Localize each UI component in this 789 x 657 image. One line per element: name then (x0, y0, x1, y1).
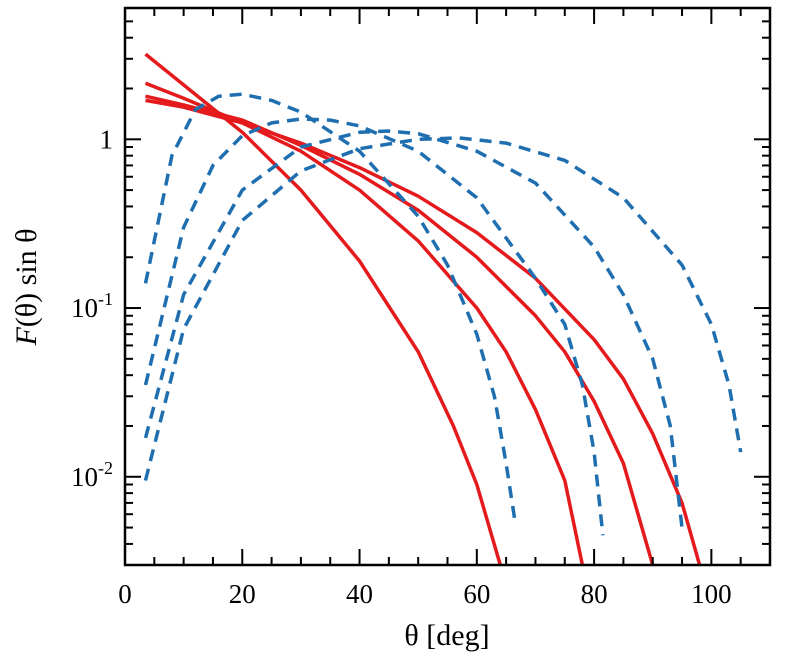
x-tick-label: 40 (346, 579, 373, 609)
y-axis-label-rest: (θ) sin θ (10, 228, 43, 327)
x-tick-label: 100 (691, 579, 732, 609)
solid-curve-3 (145, 94, 655, 565)
x-tick-label: 80 (581, 579, 608, 609)
dashed-curve-7 (143, 129, 684, 528)
x-tick-label: 20 (229, 579, 256, 609)
dashed-curve-8 (143, 136, 743, 481)
y-tick-label: 1 (100, 124, 114, 154)
series-layer (143, 52, 743, 565)
y-tick-label: 10-1 (71, 289, 113, 323)
y-tick-label: 10-2 (71, 458, 113, 492)
solid-curve-1 (144, 52, 502, 565)
dashed-curve-6 (143, 117, 605, 536)
x-tick-label: 60 (463, 579, 490, 609)
x-tick-label: 0 (118, 579, 132, 609)
dashed-curve-5 (143, 92, 517, 521)
ticks-layer: 0 20 40 60 80 100 10-2 10-1 1 (71, 7, 771, 609)
x-axis-label: θ [deg] (404, 619, 489, 652)
y-axis-label-italic: F (10, 327, 43, 347)
solid-curve-4 (145, 98, 702, 565)
plot-frame (123, 6, 772, 567)
y-axis-label: F(θ) sin θ (10, 228, 43, 346)
